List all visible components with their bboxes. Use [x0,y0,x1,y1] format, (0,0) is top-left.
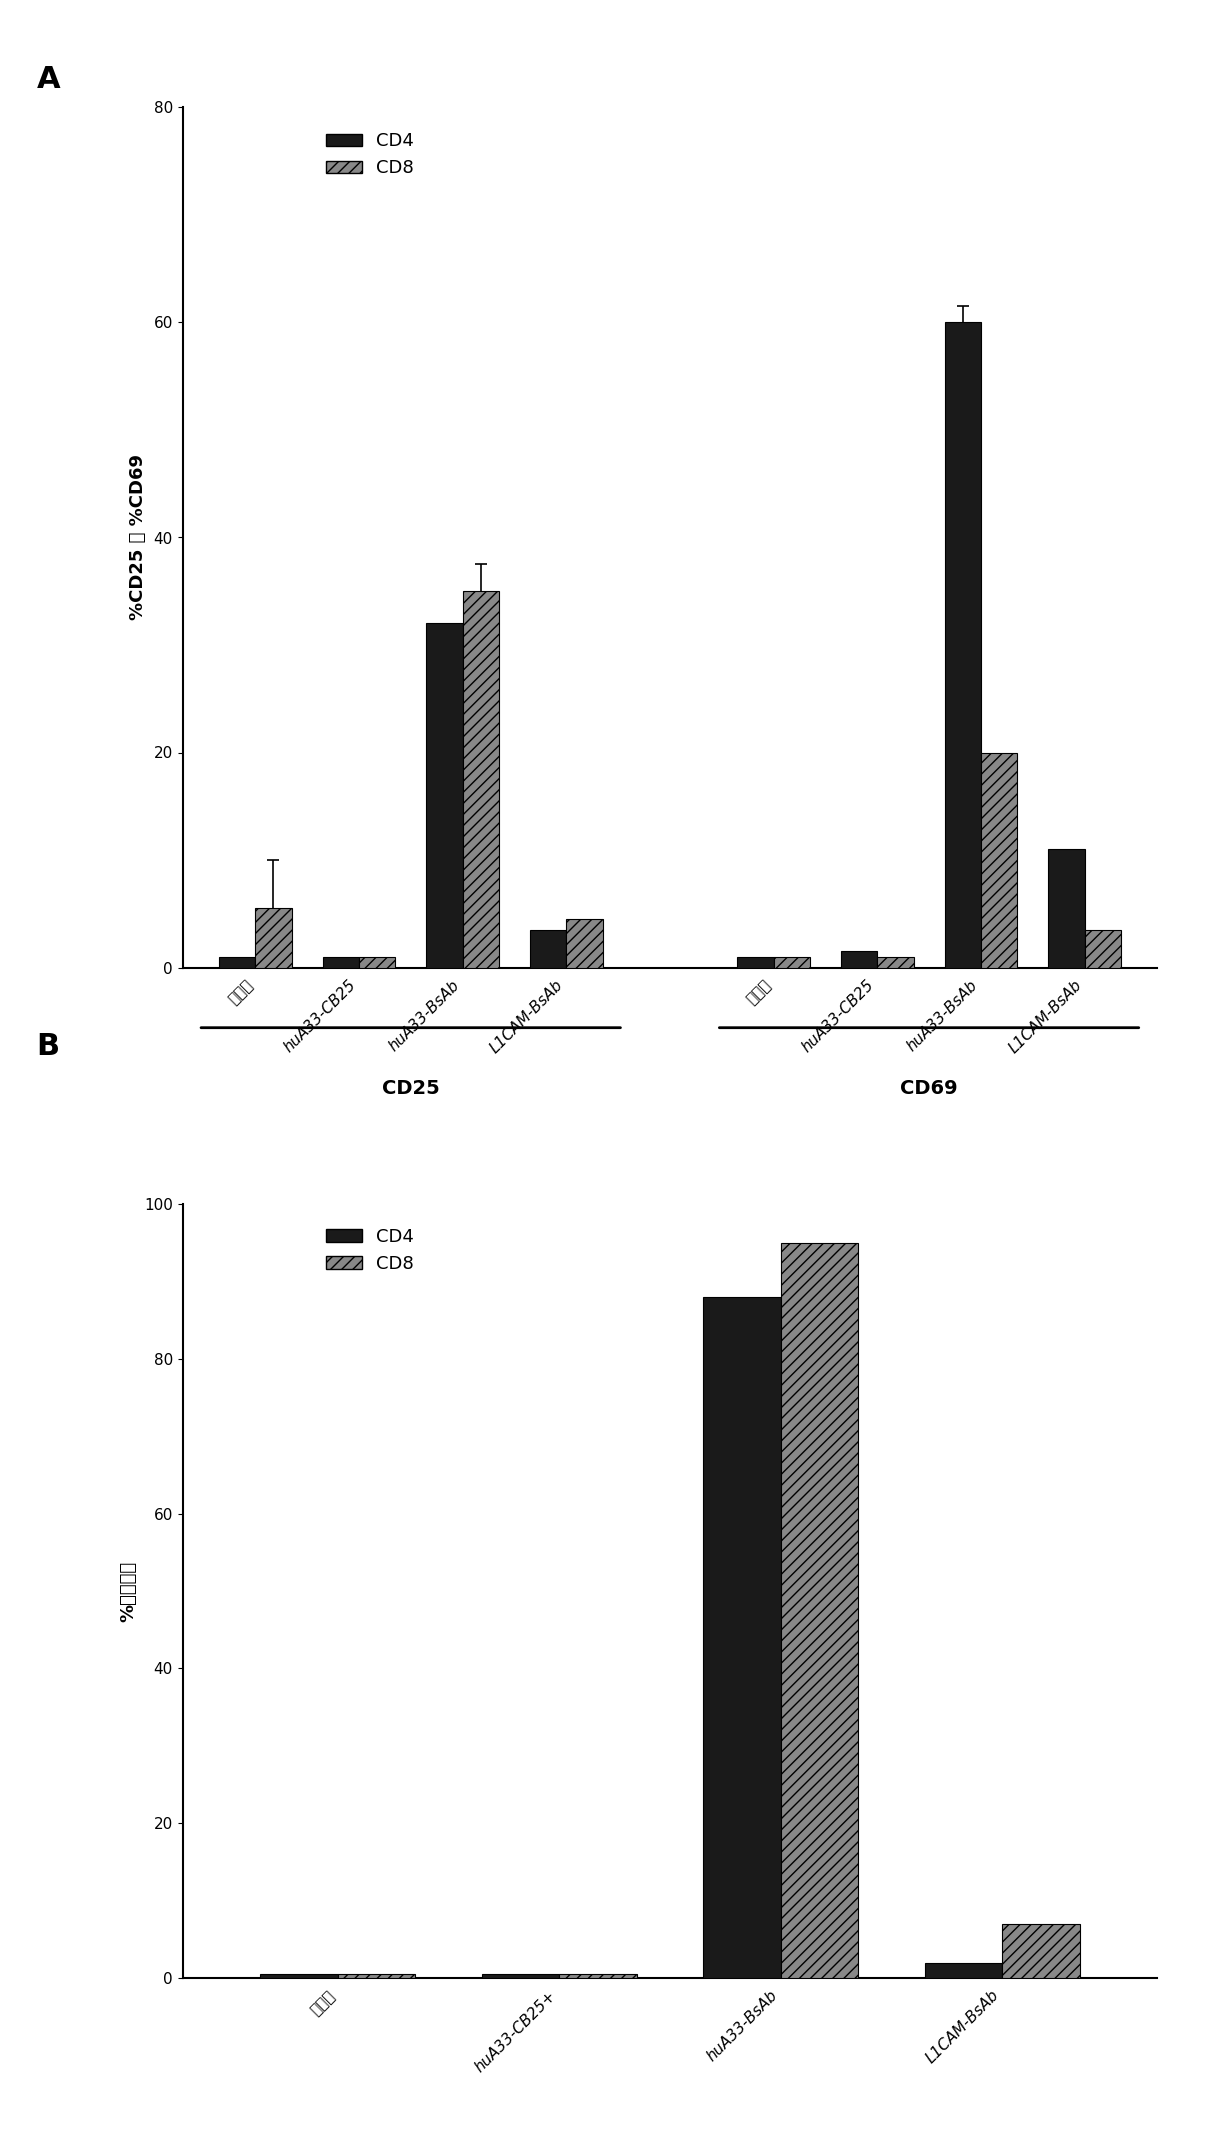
Bar [1084,929,1121,968]
Bar [337,1974,415,1978]
Bar [1049,849,1084,968]
Legend: CD4, CD8: CD4, CD8 [318,125,421,185]
Bar [481,1974,559,1978]
Bar [877,957,914,968]
Bar [980,752,1017,968]
Bar [781,1243,859,1978]
Bar [1002,1924,1079,1978]
Bar [261,1974,337,1978]
Bar [463,591,499,968]
Text: CD25: CD25 [382,1079,440,1099]
Bar [773,957,810,968]
Bar [359,957,395,968]
Bar [924,1963,1002,1978]
Bar [840,950,877,968]
Bar [703,1296,781,1978]
Bar [256,907,291,968]
Y-axis label: %分裂细胞: %分裂细胞 [119,1561,138,1621]
Bar [426,624,463,968]
Bar [559,1974,637,1978]
Text: A: A [37,64,60,92]
Bar [566,920,603,968]
Legend: CD4, CD8: CD4, CD8 [318,1221,421,1279]
Bar [323,957,359,968]
Y-axis label: %CD25 或 %CD69: %CD25 或 %CD69 [129,454,146,621]
Bar [530,929,566,968]
Bar [945,322,980,968]
Bar [219,957,256,968]
Bar [737,957,773,968]
Text: B: B [37,1032,60,1060]
Text: CD69: CD69 [900,1079,957,1099]
